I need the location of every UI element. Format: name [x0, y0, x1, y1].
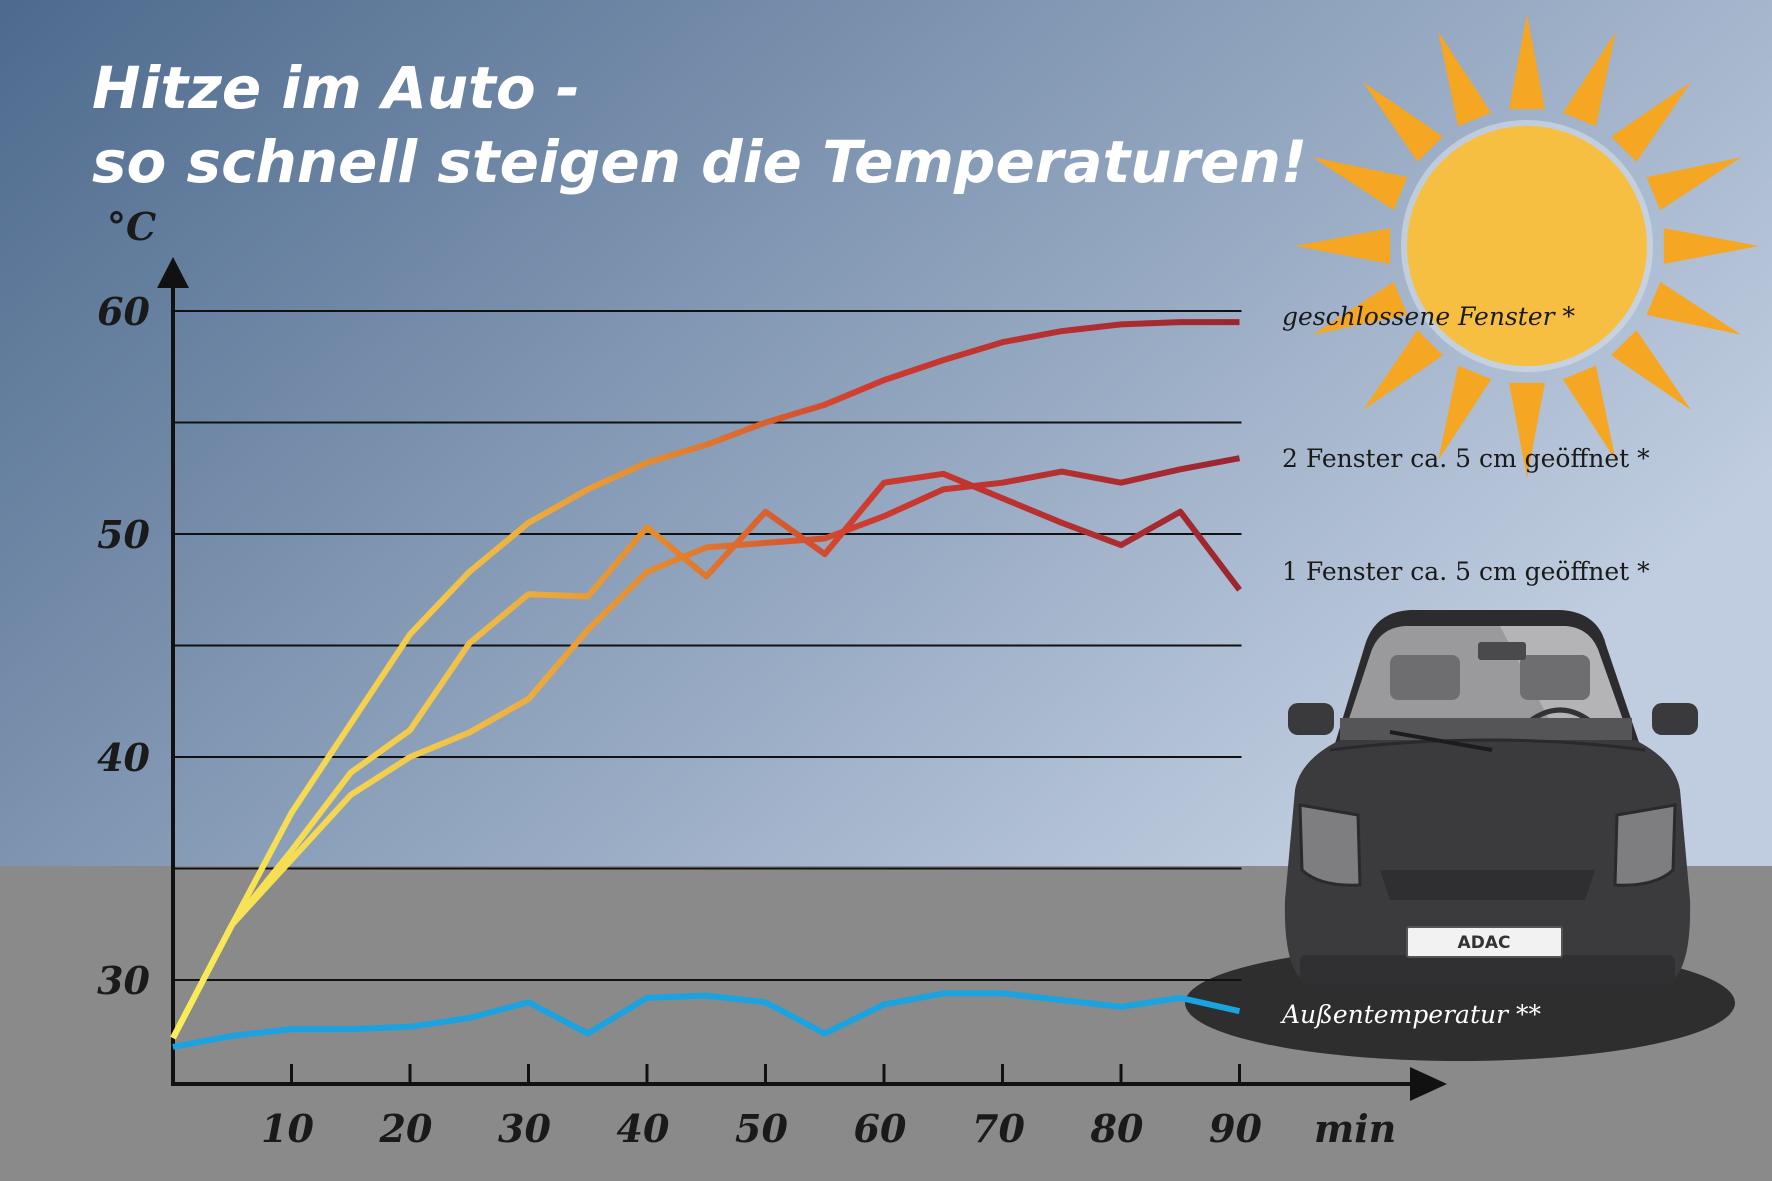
x-tick-label-90: 90: [1209, 1106, 1262, 1151]
label-outside-temperature: Außentemperatur **: [1280, 1000, 1541, 1029]
sun-ray: [1663, 228, 1759, 264]
car-rearview-mirror: [1478, 642, 1526, 660]
y-tick-label-50: 50: [97, 512, 150, 557]
y-tick-label-40: 40: [97, 735, 150, 780]
car-grille: [1380, 870, 1595, 900]
car-icon: ADAC: [1284, 610, 1698, 985]
x-tick-label-60: 60: [854, 1106, 907, 1151]
sun-ray: [1438, 365, 1492, 461]
y-tick-labels: 30 40 50 60: [97, 289, 150, 1003]
car-headlight-left: [1298, 803, 1362, 887]
sun-ray: [1509, 382, 1545, 478]
sun-ray: [1646, 157, 1742, 211]
car-bumper: [1300, 955, 1675, 985]
license-plate: [1406, 926, 1563, 958]
title-line-1: Hitze im Auto -: [92, 54, 580, 122]
sun-core: [1407, 126, 1647, 366]
x-axis-unit: min: [1314, 1106, 1396, 1151]
sun-ray: [1362, 330, 1443, 411]
label-two-windows-open: 2 Fenster ca. 5 cm geöffnet *: [1282, 444, 1650, 473]
x-tick-label-80: 80: [1090, 1106, 1144, 1151]
x-tick-label-40: 40: [617, 1106, 670, 1151]
sun-ray: [1295, 228, 1391, 264]
x-tick-label-50: 50: [735, 1106, 788, 1151]
series-line-closed-windows: [170, 319, 1240, 1040]
sun-ray: [1646, 281, 1742, 335]
sun-ray: [1509, 14, 1545, 110]
x-tick-label-30: 30: [498, 1106, 551, 1151]
sun-ray: [1562, 365, 1616, 461]
gridlines: [173, 310, 1242, 981]
series-line-two-windows-open: [170, 455, 1241, 1040]
sun-ray: [1611, 81, 1692, 162]
x-axis-arrow: [1410, 1067, 1447, 1101]
x-tick-label-70: 70: [972, 1106, 1025, 1151]
sun-icon: [1295, 14, 1759, 478]
car-hood-line: [1329, 738, 1646, 752]
x-tick-label-10: 10: [261, 1106, 314, 1151]
y-tick-label-30: 30: [97, 958, 150, 1003]
sun-ray: [1362, 81, 1443, 162]
car-dashboard: [1340, 718, 1632, 740]
car-headlight-right: [1613, 803, 1677, 887]
label-one-window-open: 1 Fenster ca. 5 cm geöffnet *: [1282, 557, 1650, 586]
x-tick-marks: [290, 1064, 1241, 1084]
car-mirror-right: [1652, 703, 1698, 735]
series-line-outside-temperature: [172, 990, 1241, 1050]
y-axis-arrow: [157, 257, 189, 288]
car-mirror-left: [1288, 703, 1334, 735]
car-seat-right: [1520, 655, 1590, 700]
car-seat-left: [1390, 655, 1460, 700]
label-closed-windows: geschlossene Fenster *: [1282, 302, 1576, 331]
x-tick-label-20: 20: [379, 1106, 433, 1151]
car-body: [1284, 740, 1691, 985]
series-lines: [170, 319, 1242, 1050]
car-wiper: [1389, 730, 1493, 752]
x-tick-labels: 10 20 30 40 50 60 70 80 90: [261, 1106, 1262, 1151]
y-tick-label-60: 60: [97, 289, 150, 334]
sun-ray: [1312, 157, 1408, 211]
y-axis-unit: °C: [107, 204, 156, 249]
sun-ray: [1611, 330, 1692, 411]
sun-ray: [1312, 281, 1408, 335]
sun-ray: [1438, 31, 1492, 127]
axes: [157, 257, 1447, 1101]
license-plate-text: ADAC: [1458, 933, 1511, 953]
sun-ray: [1562, 31, 1616, 127]
series-line-one-window-open: [170, 470, 1242, 1040]
title-line-2: so schnell steigen die Temperaturen!: [92, 128, 1307, 196]
